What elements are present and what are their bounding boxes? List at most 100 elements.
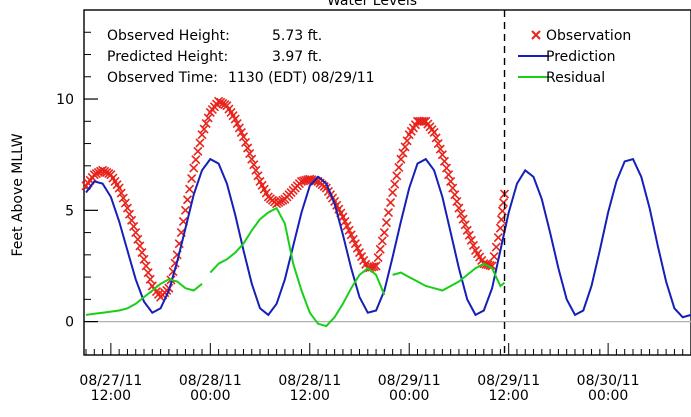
observation-point [253, 171, 263, 181]
observation-point [441, 163, 452, 173]
x-tick-date: 08/30/11 [577, 373, 640, 389]
observation-point [139, 254, 149, 264]
observed-time-value: 1130 (EDT) 08/29/11 [228, 70, 375, 86]
observation-point [439, 156, 450, 166]
observation-point [448, 183, 458, 193]
x-tick-time: 00:00 [389, 388, 429, 404]
observation-point [247, 154, 257, 164]
x-tick-time: 12:00 [290, 388, 330, 404]
observation-point [127, 215, 137, 225]
observation-markers [81, 96, 510, 302]
observation-point [462, 225, 472, 235]
observation-point [201, 118, 211, 129]
observation-point [431, 133, 441, 143]
observation-point [131, 228, 141, 238]
observation-point [468, 240, 479, 250]
x-tick-time: 00:00 [588, 388, 628, 404]
observation-point [191, 155, 201, 165]
x-tick-time: 12:00 [488, 388, 528, 404]
observation-point [193, 146, 203, 156]
x-tick-date: 08/29/11 [477, 373, 540, 389]
observation-point [371, 261, 381, 271]
observation-point [185, 184, 195, 194]
predicted-height-value: 3.97 ft. [272, 49, 322, 65]
x-tick-date: 08/28/11 [278, 373, 341, 389]
x-axis: 08/27/1112:0008/28/1100:0008/28/1112:000… [79, 343, 691, 404]
legend-observation-label: Observation [546, 28, 631, 44]
chart-title: Water Levels [327, 0, 417, 9]
residual-line [392, 262, 506, 292]
observation-point [187, 174, 197, 184]
observation-point [346, 230, 356, 240]
observation-point [234, 123, 244, 133]
observation-point [433, 138, 443, 149]
observation-point [375, 244, 385, 254]
plot-frame [83, 9, 691, 356]
residual-line [85, 278, 203, 316]
observation-point [135, 241, 145, 251]
observation-point [189, 163, 199, 173]
observation-point [458, 214, 468, 224]
observation-point [249, 160, 259, 170]
observation-point [498, 198, 509, 208]
observation-point [394, 162, 404, 173]
observation-point [390, 179, 400, 189]
observation-point [369, 261, 379, 272]
observation-point [118, 193, 128, 203]
x-tick-date: 08/28/11 [179, 373, 242, 389]
observation-point [352, 243, 362, 253]
observation-point [392, 171, 402, 181]
observation-point [230, 114, 240, 124]
observed-height-label: Observed Height: [107, 28, 230, 44]
observation-point [456, 209, 466, 219]
observation-point [398, 148, 408, 158]
observation-point [386, 197, 396, 208]
observation-point [497, 206, 508, 216]
observation-point [437, 150, 447, 160]
observation-point [402, 136, 412, 146]
observation-point [493, 233, 503, 243]
x-tick-time: 00:00 [190, 388, 230, 404]
observation-point [180, 205, 191, 215]
legend-residual-label: Residual [546, 70, 605, 86]
observation-point [203, 113, 213, 123]
y-tick-label: 0 [65, 315, 74, 331]
observation-point [122, 203, 133, 213]
y-axis-label: Feet Above MLLW [10, 133, 26, 256]
observed-time-label: Observed Time: [107, 70, 218, 86]
observation-point [129, 221, 139, 232]
residual-line [209, 206, 386, 328]
observation-point [114, 183, 124, 193]
observation-point [491, 242, 501, 252]
observation-point [379, 228, 389, 238]
observation-point [124, 209, 135, 219]
observation-point [381, 217, 391, 228]
observation-point [454, 203, 464, 213]
observation-point [495, 223, 505, 233]
observation-point [141, 261, 151, 271]
observation-point [240, 137, 251, 148]
x-tick-date: 08/29/11 [378, 373, 441, 389]
observation-point [435, 144, 445, 154]
observation-point [429, 127, 439, 137]
x-tick-time: 12:00 [91, 388, 131, 404]
y-tick-label: 10 [56, 92, 74, 108]
observation-point [348, 234, 358, 244]
observation-point [338, 212, 348, 222]
observation-point [236, 127, 246, 137]
observation-point [388, 187, 398, 198]
observation-point [450, 190, 460, 200]
observation-point [464, 230, 474, 240]
observation-point [396, 154, 406, 164]
observation-point [120, 198, 130, 208]
observed-height-value: 5.73 ft. [272, 28, 322, 44]
y-tick-label: 5 [65, 203, 74, 219]
observation-point [373, 253, 383, 263]
prediction-line [85, 157, 691, 319]
observation-point [245, 148, 255, 159]
observation-point [489, 251, 499, 262]
legend-observation-marker [531, 30, 541, 40]
observation-point [145, 274, 155, 284]
legend: Observation Prediction Residual [518, 28, 631, 86]
